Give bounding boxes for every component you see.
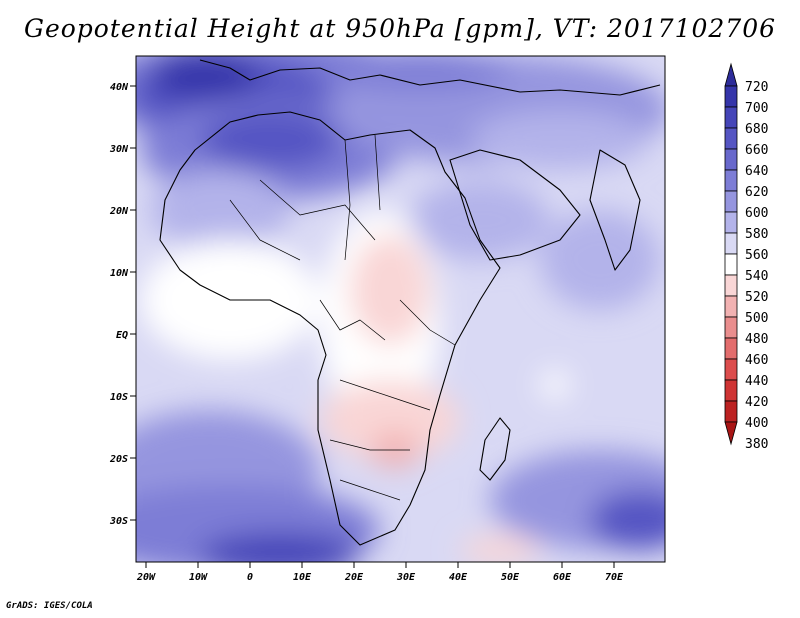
colorbar-label-440: 440 [745, 374, 768, 389]
colorbar-swatch-660-640 [724, 127, 738, 150]
colorbar-label-720: 720 [745, 80, 768, 95]
colorbar-label-380: 380 [745, 437, 768, 452]
colorbar-swatch-580-560 [724, 211, 738, 234]
colorbar-label-700: 700 [745, 101, 768, 116]
colorbar-swatch-420-400 [724, 379, 738, 402]
colorbar-label-520: 520 [745, 290, 768, 305]
colorbar-label-500: 500 [745, 311, 768, 326]
lon-label-70e: 70E [605, 572, 624, 583]
europe-outline [199, 59, 661, 96]
colorbar-label-580: 580 [745, 227, 768, 242]
india-outline [589, 149, 641, 271]
lat-label-10s: 10S [110, 392, 128, 403]
colorbar-swatch-480-460 [724, 316, 738, 339]
lon-label-20w: 20W [136, 572, 156, 583]
colorbar-swatch-600-580 [724, 190, 738, 213]
lat-axis [130, 85, 136, 521]
colorbar-label-660: 660 [745, 143, 768, 158]
lat-label-40n: 40N [110, 82, 129, 93]
lon-label-20e: 20E [344, 572, 364, 583]
lon-label-60e: 60E [553, 572, 572, 583]
colorbar-swatch-500-480 [724, 295, 738, 318]
colorbar-label-640: 640 [745, 164, 768, 179]
colorbar-label-560: 560 [745, 248, 768, 263]
lon-label-50e: 50E [501, 572, 520, 583]
colorbar-swatch-640-620 [724, 148, 738, 171]
colorbar-label-680: 680 [745, 122, 768, 137]
colorbar-swatch-520-500 [724, 274, 738, 297]
colorbar [724, 62, 738, 446]
colorbar-label-540: 540 [745, 269, 768, 284]
africa-coastline [159, 111, 501, 546]
lon-label-40e: 40E [449, 572, 468, 583]
lon-label-10e: 10E [293, 572, 312, 583]
colorbar-swatch-560-540 [724, 232, 738, 255]
lat-label-10n: 10N [110, 268, 129, 279]
lat-labels: 40N 30N 20N 10N EQ 10S 20S 30S [109, 82, 129, 527]
colorbar-labels: 720 700 680 660 640 620 600 580 560 540 … [745, 80, 768, 452]
colorbar-swatch-620-600 [724, 169, 738, 192]
lon-label-10w: 10W [189, 572, 208, 583]
madagascar-outline [479, 417, 511, 481]
height-field [136, 56, 665, 562]
colorbar-label-600: 600 [745, 206, 768, 221]
lon-label-0: 0 [247, 572, 253, 583]
lat-label-30n: 30N [109, 144, 129, 155]
lat-label-eq: EQ [116, 330, 128, 341]
colorbar-bottom-arrow [724, 421, 738, 446]
colorbar-swatch-460-440 [724, 337, 738, 360]
lat-label-30s: 30S [109, 516, 128, 527]
colorbar-swatch-680-660 [724, 106, 738, 129]
plot-frame [135, 55, 666, 563]
lon-labels: 20W 10W 0 10E 20E 30E 40E 50E 60E 70E [136, 572, 624, 583]
arabia-outline [449, 149, 581, 261]
colorbar-swatch-700-680 [724, 85, 738, 108]
grads-credit: GrADS: IGES/COLA [6, 601, 93, 611]
colorbar-swatch-440-420 [724, 358, 738, 381]
colorbar-label-400: 400 [745, 416, 768, 431]
colorbar-swatch-400-380 [724, 400, 738, 423]
colorbar-label-420: 420 [745, 395, 768, 410]
colorbar-label-460: 460 [745, 353, 768, 368]
map-title: Geopotential Height at 950hPa [gpm], VT:… [23, 14, 777, 43]
colorbar-top-arrow [724, 62, 738, 87]
lat-label-20s: 20S [109, 454, 128, 465]
colorbar-swatch-540-520 [724, 253, 738, 276]
lon-label-30e: 30E [396, 572, 416, 583]
lat-label-20n: 20N [109, 206, 129, 217]
colorbar-label-480: 480 [745, 332, 768, 347]
country-borders [229, 134, 456, 501]
colorbar-label-620: 620 [745, 185, 768, 200]
lon-axis [145, 562, 615, 568]
